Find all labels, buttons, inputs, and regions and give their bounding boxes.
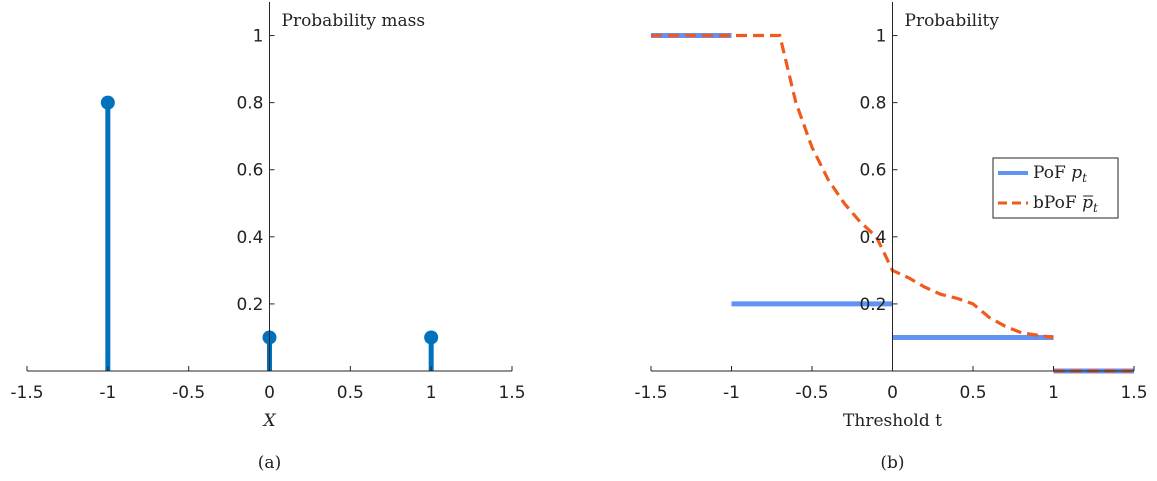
bpof-line-segment (651, 33, 1054, 340)
x-tick-label: 1.5 (498, 383, 525, 403)
panel-b-y-ticks: 0.2 0.4 0.6 0.8 1 (859, 27, 898, 315)
x-tick-label: 0.5 (959, 383, 986, 403)
panel-a-chart: -1.5 -1 -0.5 0 0.5 1 1.5 0.2 0.4 0.6 0.8 1 Probabi… (10, 2, 526, 473)
x-tick-label: 0.5 (337, 383, 364, 403)
stem-marker (100, 95, 115, 110)
y-tick-label: 0.4 (236, 228, 263, 248)
x-tick-label: 0 (887, 383, 898, 403)
panel-b-x-label: Threshold t (843, 411, 942, 431)
y-tick-label: 1 (253, 27, 264, 47)
x-tick-label: -1.5 (10, 383, 43, 403)
y-tick-label: 0.6 (859, 161, 886, 181)
panel-b-chart: -1.5 -1 -0.5 0 0.5 1 1.5 0.2 0.4 0.6 0.8 1 Probabi… (634, 2, 1148, 473)
y-tick-label: 0.4 (859, 228, 886, 248)
panel-a-x-label: X (261, 411, 276, 431)
x-tick-label: -1 (723, 383, 740, 403)
x-tick-label: -0.5 (172, 383, 205, 403)
panel-b-caption: (b) (880, 453, 904, 473)
stem-marker (424, 330, 439, 345)
panel-a-title: Probability mass (282, 11, 426, 31)
x-tick-label: 1 (426, 383, 437, 403)
legend-label-bpof: bPoF pt (1033, 193, 1098, 215)
y-tick-label: 0.2 (236, 295, 263, 315)
x-tick-label: 1.5 (1120, 383, 1147, 403)
x-tick-label: -0.5 (795, 383, 828, 403)
panel-a-caption: (a) (258, 453, 281, 473)
panel-a-y-ticks: 0.2 0.4 0.6 0.8 1 (236, 27, 275, 315)
panel-b-title: Probability (905, 11, 1000, 31)
y-tick-label: 0.2 (859, 295, 886, 315)
legend: PoF pt bPoF pt (992, 157, 1119, 219)
panel-a-x-ticks: -1.5 -1 -0.5 0 0.5 1 1.5 (10, 366, 526, 403)
panel-b-x-ticks: -1.5 -1 -0.5 0 0.5 1 1.5 (634, 366, 1148, 403)
x-tick-label: 1 (1048, 383, 1059, 403)
y-tick-label: 0.8 (859, 94, 886, 114)
y-tick-label: 1 (876, 27, 887, 47)
legend-label-pof: PoF pt (1033, 163, 1087, 185)
x-tick-label: 0 (264, 383, 275, 403)
x-tick-label: -1.5 (634, 383, 667, 403)
y-tick-label: 0.8 (236, 94, 263, 114)
legend-box (992, 157, 1119, 219)
y-tick-label: 0.6 (236, 161, 263, 181)
x-tick-label: -1 (99, 383, 116, 403)
